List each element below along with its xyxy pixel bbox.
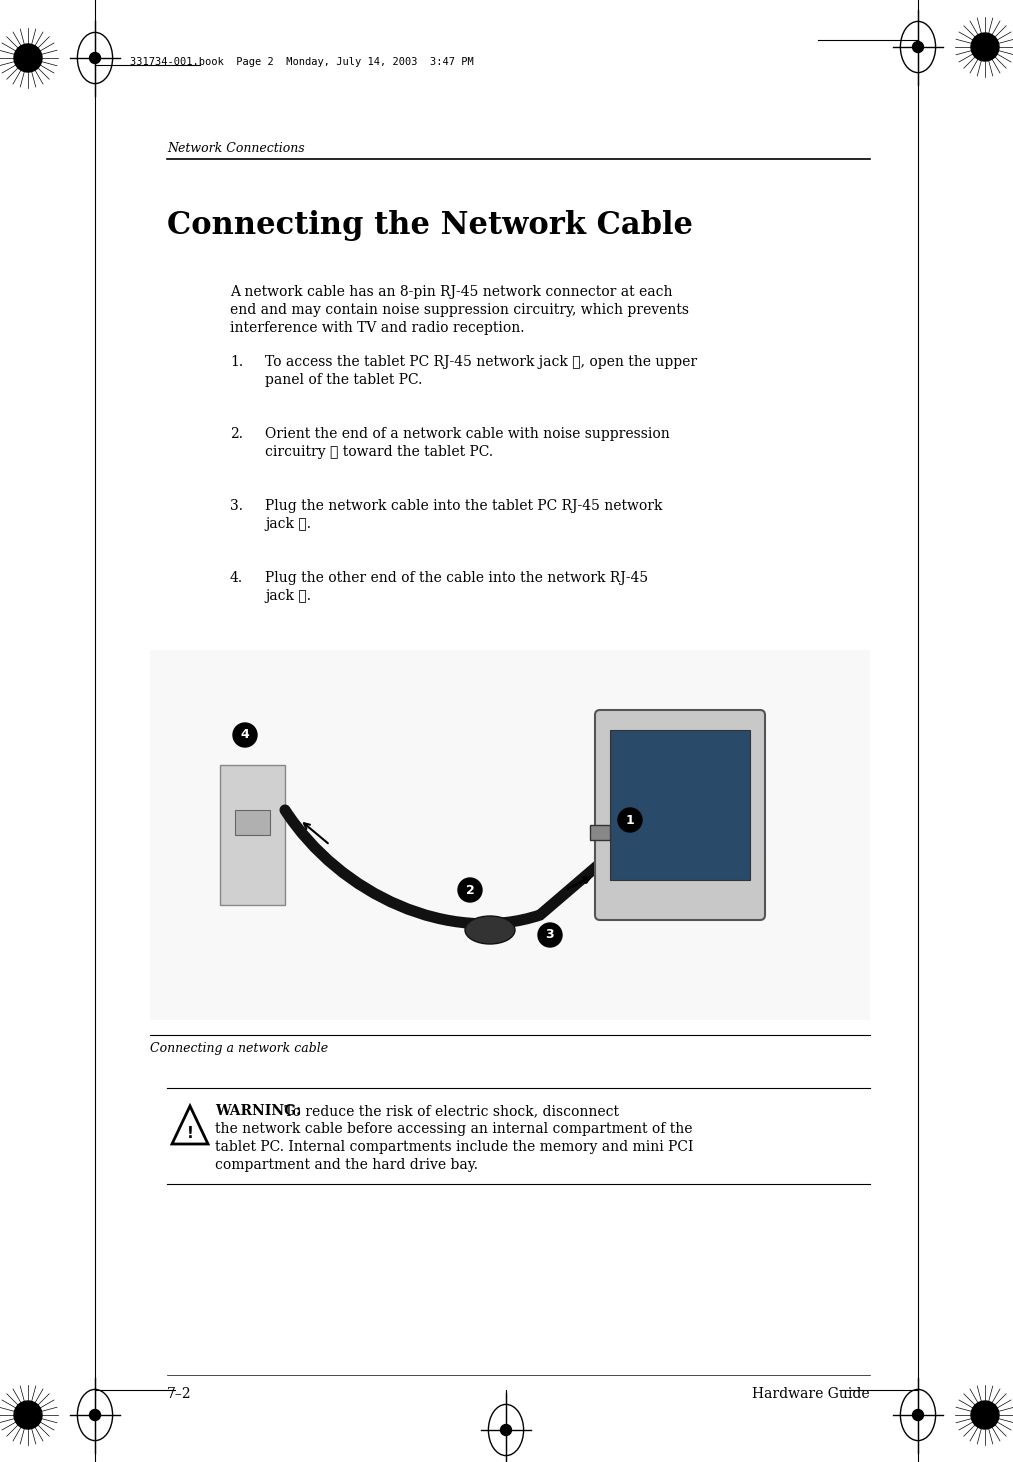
FancyBboxPatch shape <box>150 651 870 1020</box>
Ellipse shape <box>465 917 515 944</box>
Text: 1.: 1. <box>230 355 243 368</box>
Text: Orient the end of a network cable with noise suppression: Orient the end of a network cable with n… <box>265 427 670 442</box>
Text: WARNING:: WARNING: <box>215 1104 301 1118</box>
Text: jack ③.: jack ③. <box>265 518 311 531</box>
Text: 4: 4 <box>241 728 249 741</box>
Text: 331734-001.book  Page 2  Monday, July 14, 2003  3:47 PM: 331734-001.book Page 2 Monday, July 14, … <box>130 57 474 67</box>
Circle shape <box>89 53 100 63</box>
Circle shape <box>89 1409 100 1421</box>
Text: interference with TV and radio reception.: interference with TV and radio reception… <box>230 322 525 335</box>
Text: Connecting the Network Cable: Connecting the Network Cable <box>167 211 693 241</box>
Text: To access the tablet PC RJ-45 network jack ①, open the upper: To access the tablet PC RJ-45 network ja… <box>265 355 697 368</box>
Text: !: ! <box>186 1126 193 1140</box>
Bar <box>590 825 610 841</box>
Text: compartment and the hard drive bay.: compartment and the hard drive bay. <box>215 1158 478 1173</box>
Text: panel of the tablet PC.: panel of the tablet PC. <box>265 373 422 387</box>
Circle shape <box>971 1401 999 1428</box>
Text: Network Connections: Network Connections <box>167 142 305 155</box>
Text: end and may contain noise suppression circuitry, which prevents: end and may contain noise suppression ci… <box>230 303 689 317</box>
Bar <box>610 730 750 880</box>
Circle shape <box>913 1409 924 1421</box>
Text: Plug the other end of the cable into the network RJ-45: Plug the other end of the cable into the… <box>265 572 648 585</box>
Text: tablet PC. Internal compartments include the memory and mini PCI: tablet PC. Internal compartments include… <box>215 1140 693 1154</box>
Text: To reduce the risk of electric shock, disconnect: To reduce the risk of electric shock, di… <box>280 1104 619 1118</box>
Bar <box>235 810 270 835</box>
Circle shape <box>913 41 924 53</box>
Bar <box>220 765 285 905</box>
Circle shape <box>233 724 257 747</box>
Text: Plug the network cable into the tablet PC RJ-45 network: Plug the network cable into the tablet P… <box>265 499 663 513</box>
Text: jack ④.: jack ④. <box>265 589 311 602</box>
Text: Connecting a network cable: Connecting a network cable <box>150 1042 328 1056</box>
Circle shape <box>538 923 562 947</box>
Text: 3: 3 <box>546 928 554 942</box>
FancyBboxPatch shape <box>595 711 765 920</box>
Circle shape <box>618 808 642 832</box>
Text: 4.: 4. <box>230 572 243 585</box>
Text: 2: 2 <box>466 883 474 896</box>
Text: 2.: 2. <box>230 427 243 442</box>
Text: circuitry ② toward the tablet PC.: circuitry ② toward the tablet PC. <box>265 444 493 459</box>
Text: 1: 1 <box>626 813 634 826</box>
Circle shape <box>500 1424 512 1436</box>
Circle shape <box>14 44 42 72</box>
Text: the network cable before accessing an internal compartment of the: the network cable before accessing an in… <box>215 1121 693 1136</box>
Text: 7–2: 7–2 <box>167 1387 191 1401</box>
Text: 3.: 3. <box>230 499 243 513</box>
Circle shape <box>14 1401 42 1428</box>
Text: Hardware Guide: Hardware Guide <box>753 1387 870 1401</box>
Text: A network cable has an 8-pin RJ-45 network connector at each: A network cable has an 8-pin RJ-45 netwo… <box>230 285 673 300</box>
Circle shape <box>458 879 482 902</box>
Circle shape <box>971 34 999 61</box>
